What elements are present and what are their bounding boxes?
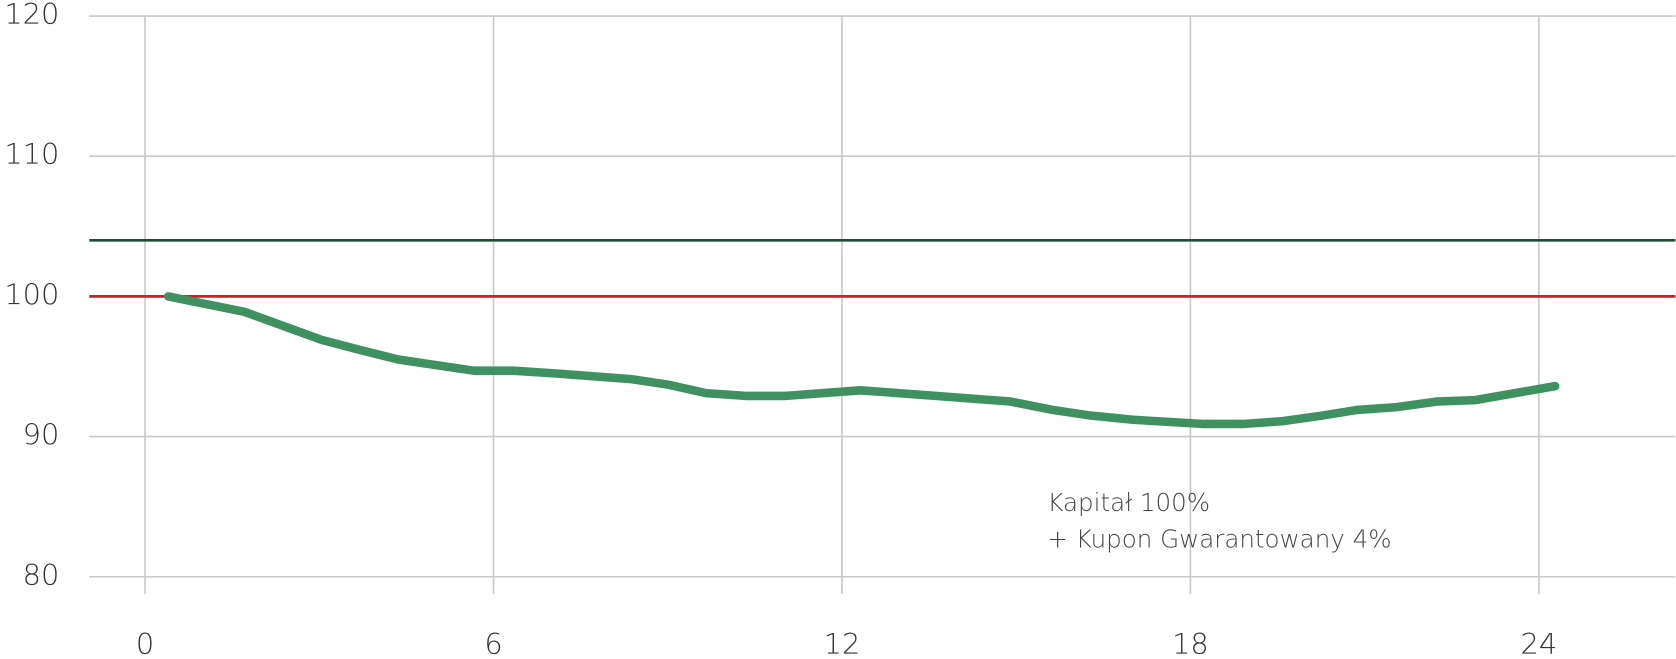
annotation: + Kupon Gwarantowany 4% [1047,524,1391,553]
y-tick-label: 100 [4,277,59,311]
annotation: Kapitał 100% [1047,488,1210,517]
reference-lines [89,238,1676,298]
y-tick-label: 90 [23,418,60,452]
y-tick-label: 110 [4,137,59,171]
tick-labels: 80 90 100 110 120 0 6 12 18 24 [4,0,1557,659]
x-tick-label: 6 [484,627,502,659]
x-tick-label: 0 [136,627,154,659]
x-tick-label: 18 [1172,627,1209,659]
y-tick-label: 120 [4,0,59,31]
y-tick-label: 80 [23,558,60,592]
data-line [163,292,1560,429]
grid [89,15,1676,594]
x-tick-label: 12 [824,627,861,659]
plot [163,292,1560,429]
x-tick-label: 24 [1521,627,1558,659]
